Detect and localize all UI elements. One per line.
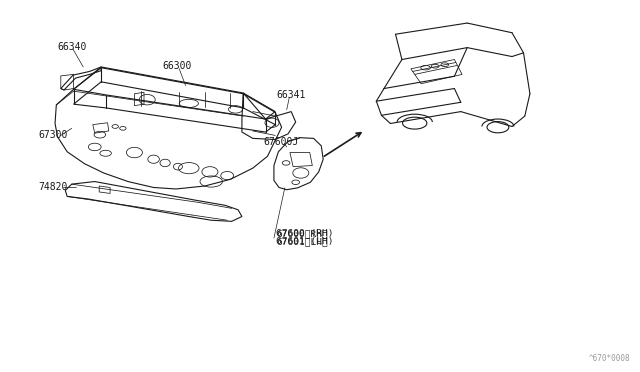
Text: 66300: 66300 (163, 61, 192, 71)
Text: 66341: 66341 (276, 90, 306, 100)
Text: 67600〈RH〉: 67600〈RH〉 (276, 229, 328, 238)
Text: 67300: 67300 (38, 130, 68, 140)
Text: 74820: 74820 (38, 182, 68, 192)
Text: 67600 (RH): 67600 (RH) (276, 229, 334, 238)
Text: ^670*0008: ^670*0008 (589, 354, 630, 363)
Text: 67601 (LH): 67601 (LH) (276, 237, 334, 246)
Text: 66340: 66340 (58, 42, 87, 51)
Text: 67601〈LH〉: 67601〈LH〉 (276, 237, 328, 246)
Text: 67600J: 67600J (264, 137, 299, 147)
